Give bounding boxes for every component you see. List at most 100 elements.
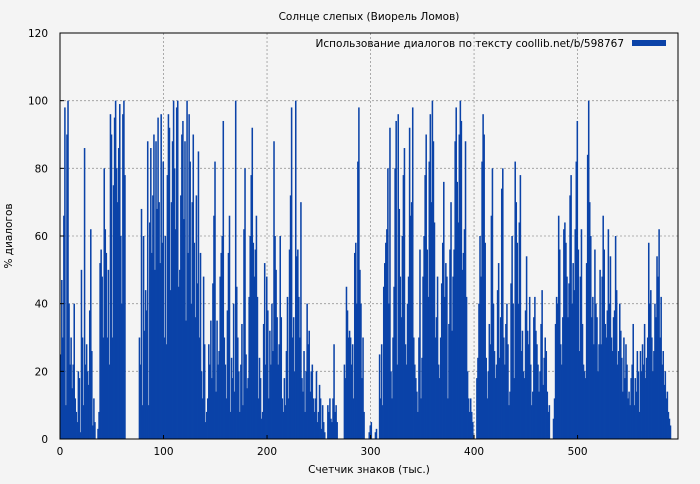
bar bbox=[571, 303, 573, 439]
bar bbox=[465, 296, 468, 439]
bar bbox=[112, 185, 115, 439]
bar bbox=[389, 127, 391, 439]
bar bbox=[396, 364, 398, 439]
legend-label: Использование диалогов по тексту coollib… bbox=[316, 38, 624, 50]
chart-title: Солнце слепых (Виорель Ломов) bbox=[279, 11, 460, 23]
bar bbox=[144, 290, 147, 439]
bar bbox=[627, 398, 629, 439]
bar bbox=[188, 114, 190, 439]
bar bbox=[634, 378, 637, 439]
bar bbox=[644, 378, 647, 439]
bar bbox=[462, 252, 465, 439]
bar bbox=[332, 398, 334, 439]
bar bbox=[455, 107, 457, 440]
bar bbox=[523, 378, 526, 439]
bar bbox=[167, 114, 170, 439]
bar bbox=[438, 378, 441, 439]
bar bbox=[478, 303, 480, 439]
bar bbox=[624, 378, 626, 439]
bar bbox=[622, 391, 624, 439]
bar bbox=[247, 378, 249, 439]
bar bbox=[73, 303, 75, 439]
bar bbox=[582, 364, 585, 439]
bar bbox=[516, 242, 519, 439]
bar bbox=[159, 263, 161, 439]
bar bbox=[381, 405, 384, 439]
bar bbox=[61, 279, 63, 439]
bar bbox=[539, 371, 541, 439]
bar bbox=[322, 422, 325, 439]
bar bbox=[588, 202, 591, 439]
bar bbox=[623, 337, 625, 439]
bar bbox=[528, 296, 531, 439]
bar bbox=[108, 364, 111, 439]
bar bbox=[412, 337, 415, 439]
bar bbox=[581, 323, 584, 439]
bar bbox=[262, 323, 265, 439]
bar bbox=[142, 236, 145, 439]
bar bbox=[440, 283, 443, 439]
y-tick-label: 40 bbox=[35, 299, 48, 311]
bar bbox=[189, 161, 191, 439]
bar bbox=[498, 357, 501, 439]
bar bbox=[256, 296, 259, 439]
bar bbox=[613, 310, 616, 439]
bar bbox=[349, 337, 352, 439]
bar bbox=[288, 249, 291, 439]
bar bbox=[146, 141, 149, 439]
bar bbox=[221, 236, 224, 439]
bar bbox=[193, 242, 196, 439]
bar bbox=[561, 364, 563, 439]
bar bbox=[497, 263, 500, 439]
bar bbox=[356, 303, 358, 439]
bar bbox=[460, 120, 463, 439]
bar bbox=[447, 398, 449, 439]
bar bbox=[659, 337, 661, 439]
bar bbox=[238, 371, 240, 439]
bar bbox=[586, 154, 589, 440]
bar bbox=[239, 411, 241, 439]
bar bbox=[209, 364, 211, 439]
bar bbox=[115, 168, 118, 439]
bar bbox=[70, 337, 72, 439]
bar bbox=[585, 263, 588, 439]
bar bbox=[121, 303, 123, 439]
bar bbox=[664, 371, 667, 439]
bar bbox=[328, 411, 330, 439]
bar bbox=[173, 168, 176, 439]
bar bbox=[150, 148, 152, 439]
bar bbox=[429, 114, 432, 439]
bar bbox=[655, 317, 657, 439]
bar bbox=[355, 242, 357, 439]
bar bbox=[335, 405, 337, 439]
bar bbox=[223, 337, 226, 439]
grid-layer bbox=[60, 33, 678, 439]
bar bbox=[313, 411, 316, 439]
bar bbox=[296, 256, 298, 439]
bar bbox=[418, 337, 420, 439]
bar bbox=[410, 202, 413, 439]
bar bbox=[635, 391, 638, 439]
bar bbox=[482, 114, 484, 439]
bar bbox=[351, 344, 354, 439]
bar bbox=[509, 391, 511, 439]
bar bbox=[453, 249, 455, 439]
bar bbox=[86, 371, 89, 439]
bar bbox=[640, 371, 643, 439]
bar bbox=[636, 351, 639, 439]
bar bbox=[665, 398, 668, 439]
bar bbox=[249, 236, 251, 439]
bar bbox=[62, 337, 64, 439]
bar bbox=[275, 269, 277, 439]
bar bbox=[421, 357, 423, 439]
bar bbox=[591, 317, 593, 439]
bar bbox=[370, 422, 373, 439]
bar bbox=[152, 195, 154, 439]
bar bbox=[71, 388, 73, 439]
bar bbox=[599, 269, 601, 439]
bar bbox=[538, 391, 540, 439]
bar bbox=[186, 100, 188, 440]
bar bbox=[472, 422, 474, 439]
bar bbox=[277, 364, 279, 439]
bar bbox=[172, 100, 175, 440]
